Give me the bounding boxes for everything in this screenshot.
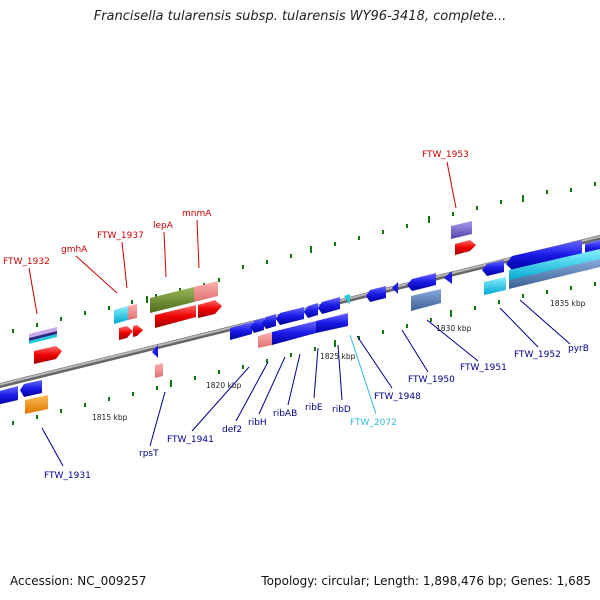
gene-gmha[interactable] [114, 304, 137, 324]
gene-mnma[interactable] [194, 281, 222, 318]
label-ftw1953[interactable]: FTW_1953 [422, 150, 469, 160]
gene-ftw1931[interactable] [0, 380, 48, 414]
gene-ftw2072[interactable] [344, 294, 350, 305]
label-lepa[interactable]: lepA [153, 221, 174, 231]
gene-ftw1951[interactable] [411, 271, 452, 311]
gene-ftw1932[interactable] [29, 327, 62, 364]
gene-ribh[interactable] [258, 314, 276, 348]
gene-ftw1952[interactable] [482, 260, 506, 295]
gene-def2[interactable] [250, 318, 264, 333]
topology-summary: Topology: circular; Length: 1,898,476 bp… [261, 574, 591, 588]
kbp-1830: 1830 kbp [436, 324, 472, 333]
gene-rpst[interactable] [152, 345, 163, 378]
label-ftw1951[interactable]: FTW_1951 [460, 363, 507, 373]
gene-ftw1953[interactable] [451, 221, 476, 255]
gene-ribab[interactable] [272, 307, 316, 345]
gene-ribe[interactable] [304, 303, 348, 333]
label-ribe[interactable]: ribE [305, 403, 323, 413]
accession-text: Accession: NC_009257 [10, 574, 147, 588]
label-ribh[interactable]: ribH [248, 418, 267, 428]
label-ftw1950[interactable]: FTW_1950 [408, 375, 455, 385]
forward-strand-genes [29, 221, 476, 364]
label-ftw1941[interactable]: FTW_1941 [167, 435, 214, 445]
map-title: Francisella tularensis subsp. tularensis… [93, 9, 507, 24]
label-ribd[interactable]: ribD [332, 405, 351, 415]
label-mnma[interactable]: mnmA [182, 209, 212, 219]
kbp-1835: 1835 kbp [550, 299, 586, 308]
kbp-1815: 1815 kbp [92, 413, 128, 422]
gene-ribd[interactable] [318, 297, 340, 314]
kbp-1825: 1825 kbp [320, 352, 356, 361]
label-gmha[interactable]: gmhA [61, 245, 88, 255]
label-leader-lines [28, 161, 571, 467]
label-ftw1948[interactable]: FTW_1948 [374, 392, 421, 402]
label-ftw1937[interactable]: FTW_1937 [97, 231, 144, 241]
kbp-labels: 1815 kbp 1820 kbp 1825 kbp 1830 kbp 1835… [92, 299, 586, 422]
label-ribab[interactable]: ribAB [273, 409, 297, 419]
gene-ftw1950[interactable] [407, 273, 436, 291]
label-ftw1932[interactable]: FTW_1932 [3, 257, 50, 267]
gene-ftw1948[interactable] [366, 282, 398, 302]
reverse-strand-genes [0, 240, 600, 414]
gene-pyrb[interactable] [506, 240, 600, 289]
tick-marks [12, 182, 596, 425]
label-ftw1931[interactable]: FTW_1931 [44, 471, 91, 481]
label-ftw2072[interactable]: FTW_2072 [350, 418, 397, 428]
label-def2[interactable]: def2 [222, 425, 242, 435]
gene-ftw1941[interactable] [230, 322, 252, 340]
gene-lepa[interactable] [150, 287, 196, 328]
label-rpst[interactable]: rpsT [139, 449, 159, 459]
label-pyrb[interactable]: pyrB [568, 344, 589, 354]
gene-ftw1937[interactable] [119, 325, 143, 340]
kbp-1820: 1820 kbp [206, 381, 242, 390]
label-ftw1952[interactable]: FTW_1952 [514, 350, 561, 360]
gene-labels: FTW_1932 gmhA FTW_1937 lepA mnmA FTW_195… [3, 150, 589, 481]
